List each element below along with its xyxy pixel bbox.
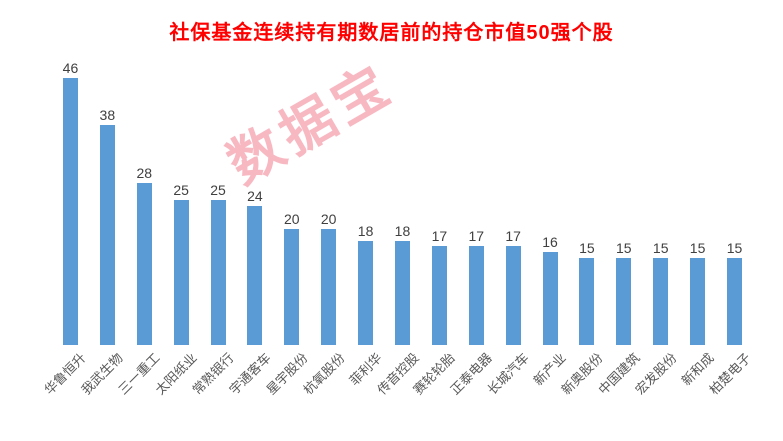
bar-value-label: 20 <box>320 211 337 227</box>
bar-column: 18 <box>347 55 384 345</box>
bar <box>210 200 226 345</box>
bar-column: 38 <box>89 55 126 345</box>
bar <box>99 125 115 345</box>
bar-column: 20 <box>273 55 310 345</box>
bar-value-label: 15 <box>616 240 632 256</box>
bar <box>653 258 669 345</box>
bar-column: 24 <box>236 55 273 345</box>
bar-column: 17 <box>495 55 532 345</box>
bar-column: 25 <box>163 55 200 345</box>
bar-column: 17 <box>421 55 458 345</box>
bar <box>726 258 742 345</box>
bar <box>284 229 300 345</box>
bar <box>173 200 189 345</box>
bar-value-label: 17 <box>431 228 448 244</box>
bar-value-label: 25 <box>173 182 189 198</box>
chart-title: 社保基金连续持有期数居前的持仓市值50强个股 <box>169 22 614 44</box>
bar-column: 15 <box>568 55 605 345</box>
bar-value-label: 18 <box>357 223 374 239</box>
bar-value-label: 24 <box>247 188 263 204</box>
bar <box>321 229 337 345</box>
bar <box>542 252 558 345</box>
bar-value-label: 15 <box>689 240 706 256</box>
bar-column: 16 <box>532 55 569 345</box>
bar-value-label: 28 <box>136 165 153 181</box>
x-axis-labels: 华鲁恒升 我武生物 三一重工 太阳纸业 常熟银行 宇通客车 星宇股份 杭氧股份 菲利华 传音控股赛… <box>42 348 753 441</box>
bar <box>358 241 374 345</box>
bar-value-label: 18 <box>394 223 411 239</box>
bar <box>579 258 595 345</box>
bar-column: 28 <box>126 55 163 345</box>
bar-column: 18 <box>384 55 421 345</box>
bar <box>62 78 78 345</box>
bar-column: 20 <box>310 55 347 345</box>
bar-value-label: 15 <box>726 240 743 256</box>
bar-value-label: 16 <box>542 234 558 250</box>
bar-value-label: 17 <box>505 228 521 244</box>
bar-column: 25 <box>200 55 237 345</box>
bar-column: 46 <box>52 55 89 345</box>
bar-value-label: 15 <box>652 240 669 256</box>
bar-value-label: 46 <box>62 60 79 76</box>
bar-column: 15 <box>679 55 716 345</box>
bar-value-label: 15 <box>579 240 595 256</box>
bar <box>247 206 263 345</box>
bar-column: 15 <box>642 55 679 345</box>
bar <box>690 258 706 345</box>
bar <box>468 246 484 345</box>
bar-column: 15 <box>716 55 753 345</box>
bar-value-label: 38 <box>99 107 116 123</box>
bar-column: 17 <box>458 55 495 345</box>
bar <box>136 183 152 345</box>
bar <box>616 258 632 345</box>
bar-value-label: 17 <box>468 228 485 244</box>
bar <box>431 246 447 345</box>
bar-value-label: 25 <box>210 182 226 198</box>
bar <box>505 246 521 345</box>
bar-value-label: 20 <box>284 211 300 227</box>
plot-area: 46 38 28 25 25 24 20 20 18 18 17 17 17 16 15 15 15 15 15 <box>52 55 753 345</box>
bar-column: 15 <box>605 55 642 345</box>
bar <box>394 241 410 345</box>
